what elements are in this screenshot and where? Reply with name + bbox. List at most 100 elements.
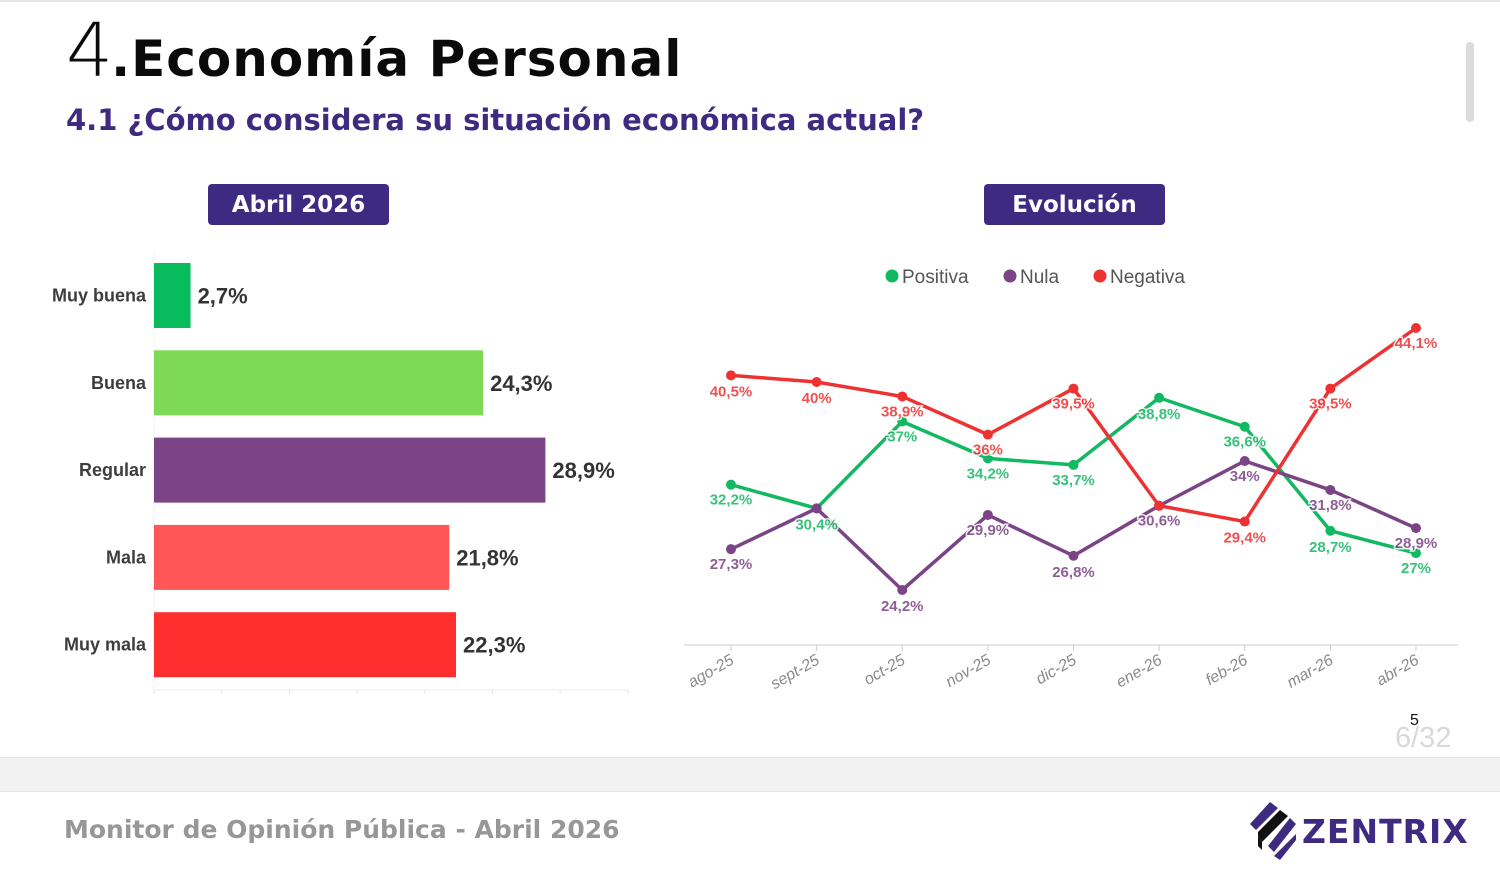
bar-chart: Muy buena Buena Regular Mala Muy mala 2,7% 24… (52, 250, 629, 694)
page-count: 6/32 (1395, 722, 1452, 754)
series-data-label: 24,2% (881, 598, 924, 615)
page-title: 4.Economía Personal (66, 8, 682, 94)
line-x-tick-label: ene-26 (1113, 652, 1165, 692)
line-x-tick-label: dic-25 (1033, 652, 1079, 689)
series-point (897, 391, 908, 402)
series-point (1325, 484, 1336, 495)
legend-item-negativa[interactable]: Negativa (1093, 267, 1186, 288)
series-data-label: 31,8% (1309, 497, 1352, 514)
bar (154, 350, 484, 416)
series-data-label: 40% (802, 390, 832, 407)
series-data-label: 28,7% (1309, 539, 1352, 556)
series-data-label: 30,4% (795, 516, 838, 533)
page-number: 5 (1410, 712, 1419, 729)
series-point (1325, 383, 1336, 394)
series-data-label: 30,6% (1138, 513, 1181, 530)
line-x-tick-label: sept-25 (768, 652, 823, 693)
brand-logo: ZENTRIX (1248, 800, 1469, 862)
series-data-label: 34,2% (967, 465, 1010, 482)
bar-category-label: Mala (106, 547, 147, 567)
series-point (811, 376, 822, 387)
bar-value-label: 22,3% (463, 633, 525, 658)
series-data-label: 38,8% (1138, 406, 1181, 423)
series-data-label: 39,5% (1309, 396, 1352, 413)
series-point (1411, 523, 1421, 534)
series-point (1239, 421, 1250, 432)
section-title: .Economía Personal (111, 30, 683, 88)
series-data-label: 40,5% (710, 383, 753, 400)
series-point (811, 503, 822, 514)
series-data-label: 32,2% (710, 492, 753, 509)
series-point (1411, 323, 1421, 333)
series-data-label: 26,8% (1052, 564, 1095, 581)
bar-category-label: Regular (79, 460, 146, 480)
bar-value-label: 24,3% (490, 371, 552, 396)
bar-value-label: 28,9% (552, 458, 614, 483)
bar (154, 437, 546, 503)
legend-dot-icon (1093, 269, 1107, 283)
series-data-label: 29,4% (1223, 530, 1266, 547)
series-point (982, 429, 993, 440)
series-point (1068, 383, 1079, 394)
line-x-tick-label: oct-25 (861, 652, 908, 689)
series-data-label: 36% (973, 442, 1003, 459)
series-point (982, 509, 993, 520)
series-negativa (726, 323, 1421, 527)
series-data-label: 29,9% (967, 522, 1010, 539)
series-point (1325, 525, 1336, 536)
series-point (1068, 550, 1079, 561)
series-point (1154, 392, 1165, 403)
series-data-label: 36,6% (1223, 434, 1266, 451)
bar-value-label: 21,8% (456, 545, 518, 570)
series-data-label: 39,5% (1052, 396, 1095, 413)
series-data-label: 28,9% (1395, 535, 1438, 552)
brand-name: ZENTRIX (1302, 811, 1469, 851)
line-x-tick-label: nov-25 (943, 652, 994, 691)
bar (154, 263, 191, 328)
series-point (726, 479, 736, 490)
series-point (1239, 455, 1250, 466)
legend-label: Negativa (1110, 267, 1185, 288)
line-x-tick-label: abr-26 (1374, 652, 1422, 690)
series-data-label: 27,3% (710, 556, 753, 573)
footer-text: Monitor de Opinión Pública - Abril 2026 (64, 815, 620, 844)
series-data-label: 33,7% (1052, 472, 1095, 489)
series-data-label: 27% (1401, 560, 1431, 577)
legend-item-positiva[interactable]: Positiva (885, 267, 969, 288)
series-data-label: 34% (1230, 468, 1260, 485)
chart-legend: Positiva Nula Negativa (885, 267, 1186, 288)
legend-dot-icon (1003, 269, 1017, 283)
series-data-label: 37% (887, 428, 917, 445)
legend-dot-icon (885, 269, 899, 283)
series-point (897, 416, 908, 427)
section-number: 4 (66, 8, 113, 94)
line-x-tick-label: feb-26 (1203, 652, 1251, 689)
scrollbar-thumb[interactable] (1466, 42, 1474, 122)
series-point (726, 370, 736, 381)
line-x-tick-label: ago-25 (685, 652, 737, 692)
bar-category-label: Muy mala (64, 635, 147, 655)
bar-category-label: Muy buena (52, 286, 147, 306)
series-point (1411, 548, 1421, 559)
series-point (897, 585, 908, 595)
line-x-tick-label: mar-26 (1284, 652, 1336, 692)
series-data-label: 44,1% (1395, 335, 1438, 352)
legend-label: Nula (1020, 267, 1060, 288)
footer-band (0, 757, 1500, 792)
series-point (726, 544, 736, 555)
legend-item-nula[interactable]: Nula (1003, 267, 1060, 288)
panel-label-evolution: Evolución (984, 184, 1165, 225)
bar-category-label: Buena (91, 373, 147, 393)
series-point (1068, 459, 1079, 470)
series-data-label: 38,9% (881, 403, 924, 420)
bar-value-label: 2,7% (198, 284, 248, 309)
legend-label: Positiva (902, 267, 969, 288)
line-chart: Positiva Nula Negativa 32,2% 30,4% 37% 34,2% 3… (684, 267, 1458, 693)
series-point (1154, 500, 1165, 511)
bar (154, 612, 457, 678)
panel-label-current: Abril 2026 (208, 184, 389, 225)
question-title: 4.1 ¿Cómo considera su situación económi… (66, 103, 925, 137)
bar (154, 524, 450, 590)
series-point (982, 453, 993, 464)
top-divider (0, 0, 1500, 2)
